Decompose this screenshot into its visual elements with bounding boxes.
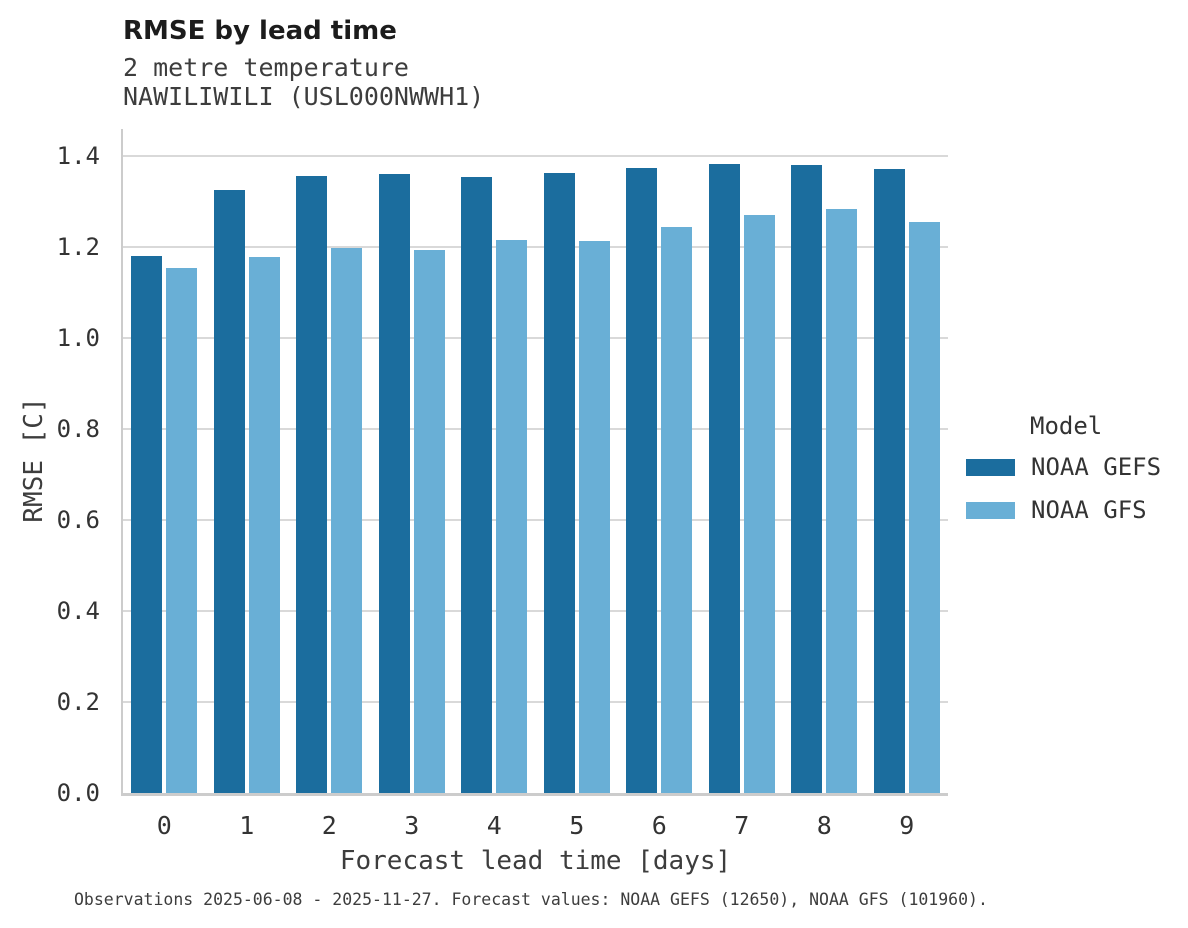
x-tick-0: 0 xyxy=(156,811,172,840)
chart-title: RMSE by lead time xyxy=(123,16,397,46)
bar-noaa-gfs-day-6 xyxy=(661,227,693,793)
bar-noaa-gfs-day-5 xyxy=(578,241,610,793)
bar-noaa-gefs-day-6 xyxy=(626,168,658,793)
x-tick-3: 3 xyxy=(404,811,420,840)
legend-items: NOAA GEFS NOAA GFS xyxy=(966,453,1186,524)
y-tick-0.8: 0.8 xyxy=(56,414,100,443)
gridline-0.6 xyxy=(123,519,948,522)
x-tick-9: 9 xyxy=(899,811,915,840)
gridline-1.2 xyxy=(123,246,948,249)
legend-title: Model xyxy=(1030,412,1103,440)
legend-swatch-noaa-gefs xyxy=(966,458,1015,476)
legend-label: NOAA GEFS xyxy=(1031,453,1162,481)
legend-item-noaa-gfs: NOAA GFS xyxy=(966,496,1186,524)
plot-area xyxy=(123,129,948,793)
bar-noaa-gefs-day-2 xyxy=(296,176,328,793)
bar-group-day-4 xyxy=(453,129,536,793)
x-tick-4: 4 xyxy=(486,811,502,840)
x-axis-title: Forecast lead time [days] xyxy=(339,846,732,876)
bar-group-day-8 xyxy=(783,129,866,793)
bar-group-day-9 xyxy=(866,129,949,793)
bar-noaa-gfs-day-4 xyxy=(496,240,528,793)
legend-swatch-noaa-gfs xyxy=(966,501,1015,519)
gridline-0.2 xyxy=(123,701,948,704)
bar-noaa-gefs-day-5 xyxy=(543,173,575,793)
legend: Model NOAA GEFS NOAA GFS xyxy=(966,412,1186,539)
y-tick-0.0: 0.0 xyxy=(56,778,100,807)
bar-group-day-5 xyxy=(536,129,619,793)
bar-group-day-3 xyxy=(371,129,454,793)
y-tick-1.4: 1.4 xyxy=(56,141,100,170)
chart-subtitle-variable: 2 metre temperature xyxy=(123,53,409,82)
y-tick-0.4: 0.4 xyxy=(56,596,100,625)
x-tick-2: 2 xyxy=(321,811,337,840)
y-tick-0.6: 0.6 xyxy=(56,505,100,534)
y-tick-1.0: 1.0 xyxy=(56,323,100,352)
bar-noaa-gfs-day-3 xyxy=(413,250,445,793)
chart-subtitle-station: NAWILIWILI (USL000NWWH1) xyxy=(123,82,485,111)
bar-noaa-gfs-day-9 xyxy=(908,222,940,793)
bar-group-day-6 xyxy=(618,129,701,793)
bar-noaa-gefs-day-0 xyxy=(131,256,163,793)
x-tick-8: 8 xyxy=(816,811,832,840)
gridline-0.4 xyxy=(123,610,948,613)
legend-label: NOAA GFS xyxy=(1031,496,1147,524)
bar-noaa-gfs-day-0 xyxy=(166,268,198,793)
bar-group-day-7 xyxy=(701,129,784,793)
bar-noaa-gefs-day-1 xyxy=(213,190,245,793)
bar-noaa-gfs-day-2 xyxy=(331,248,363,793)
bar-noaa-gefs-day-8 xyxy=(791,165,823,793)
x-tick-1: 1 xyxy=(239,811,255,840)
gridline-0.8 xyxy=(123,428,948,431)
bar-noaa-gefs-day-4 xyxy=(461,177,493,793)
y-tick-1.2: 1.2 xyxy=(56,232,100,261)
gridline-1.0 xyxy=(123,337,948,340)
x-tick-6: 6 xyxy=(651,811,667,840)
gridline-1.4 xyxy=(123,155,948,158)
x-tick-7: 7 xyxy=(734,811,750,840)
chart-header: RMSE by lead time 2 metre temperature NA… xyxy=(123,16,484,111)
y-tick-0.2: 0.2 xyxy=(56,687,100,716)
x-axis-spine xyxy=(121,793,948,796)
bar-group-day-0 xyxy=(123,129,206,793)
x-tick-5: 5 xyxy=(569,811,585,840)
bar-noaa-gefs-day-3 xyxy=(378,174,410,793)
y-axis-spine xyxy=(121,129,123,796)
bar-noaa-gfs-day-8 xyxy=(826,209,858,793)
bar-noaa-gfs-day-7 xyxy=(743,215,775,793)
bar-noaa-gefs-day-9 xyxy=(873,169,905,793)
footnote-caption: Observations 2025-06-08 - 2025-11-27. Fo… xyxy=(74,890,988,909)
legend-item-noaa-gefs: NOAA GEFS xyxy=(966,453,1186,481)
bar-group-day-1 xyxy=(206,129,289,793)
bar-noaa-gfs-day-1 xyxy=(248,257,280,793)
bar-group-day-2 xyxy=(288,129,371,793)
bar-noaa-gefs-day-7 xyxy=(708,164,740,793)
